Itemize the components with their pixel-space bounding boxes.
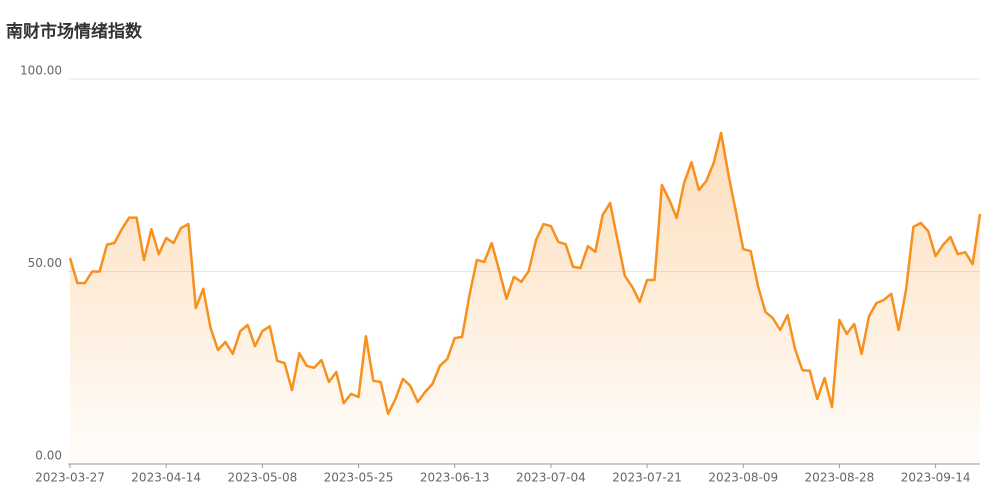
x-tick-label: 2023-04-14 — [131, 471, 201, 485]
x-tick-label: 2023-06-13 — [420, 471, 490, 485]
x-tick-label: 2023-07-04 — [516, 471, 586, 485]
x-tick-label: 2023-07-21 — [612, 471, 682, 485]
line — [68, 131, 982, 416]
area — [70, 132, 980, 464]
y-tick-label: 0.00 — [35, 449, 62, 463]
x-tick-label: 2023-09-14 — [901, 471, 971, 485]
x-tick-label: 2023-08-09 — [708, 471, 778, 485]
chart-title: 南财市场情绪指数 — [6, 21, 143, 42]
x-tick-label: 2023-05-08 — [227, 471, 297, 485]
y-tick-label: 100.00 — [20, 64, 62, 78]
x-tick-label: 2023-05-25 — [324, 471, 394, 485]
y-tick-label: 50.00 — [28, 256, 62, 270]
x-tick-label: 2023-03-27 — [35, 471, 105, 485]
x-tick-label: 2023-08-28 — [805, 471, 875, 485]
